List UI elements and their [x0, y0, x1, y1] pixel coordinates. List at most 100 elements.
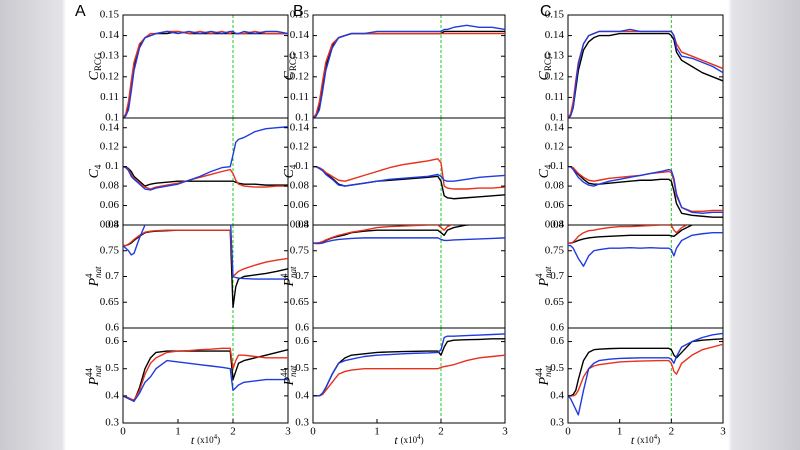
series-line [123, 126, 288, 191]
y-tick-label: 0.6 [105, 335, 119, 347]
y-label-sub: nat [543, 365, 553, 377]
series-line [123, 30, 288, 118]
plot-area [122, 327, 289, 424]
series-line [123, 165, 288, 187]
series-line [568, 332, 723, 416]
x-tick-label: 2 [230, 426, 236, 438]
y-tick-label: 0.8 [105, 219, 119, 231]
y-tick-label: 0.5 [295, 362, 309, 374]
y-axis-label: P44nat [534, 365, 553, 387]
y-tick-label: 0.6 [295, 322, 309, 334]
y-tick-label: 0.08 [290, 180, 310, 192]
y-label-sub: 4 [93, 164, 103, 169]
y-tick-label: 0.75 [290, 244, 310, 256]
series-line [313, 225, 454, 244]
plot-area [122, 14, 289, 119]
x-label-close: ) [657, 435, 660, 445]
y-label-sub: RCG [543, 52, 553, 71]
y-tick-label: 0.11 [545, 91, 564, 103]
x-label-close: ) [421, 435, 424, 445]
y-tick-label: 0.6 [295, 335, 309, 347]
x-tick-label: 1 [175, 426, 181, 438]
y-label-main: C [282, 70, 297, 80]
series-line [313, 32, 505, 118]
y-tick-label: 0.14 [100, 29, 120, 41]
series-line [313, 158, 505, 190]
y-label-main: P [87, 278, 102, 288]
y-tick-label: 0.11 [290, 91, 309, 103]
y-tick-label: 0.3 [295, 417, 309, 429]
x-label-exp: 4 [417, 433, 421, 441]
series-line [123, 30, 288, 118]
y-label-sub: RCG [288, 52, 298, 71]
y-tick-label: 0.7 [550, 270, 564, 282]
y-label-sup: 44 [534, 367, 544, 377]
series-line [568, 225, 695, 244]
series-line [313, 165, 505, 187]
y-axis-label: CRCG [537, 52, 553, 80]
x-tick-label: 2 [438, 426, 444, 438]
y-label-sup: 4 [279, 273, 289, 278]
y-tick-label: 0.4 [550, 389, 564, 401]
y-tick-label: 0.12 [290, 141, 309, 153]
y-label-sup: 4 [534, 273, 544, 278]
y-tick-label: 0.65 [100, 296, 120, 308]
series-line [568, 338, 723, 397]
y-tick-label: 0.12 [545, 141, 564, 153]
x-tick-label: 0 [120, 426, 126, 438]
y-axis-label: P44nat [279, 365, 298, 387]
y-tick-label: 0.3 [550, 417, 564, 429]
series-line [313, 338, 505, 397]
x-label-exp: 4 [654, 433, 658, 441]
plot-area [312, 117, 506, 226]
y-tick-label: 0.75 [100, 244, 120, 256]
y-axis-label: P4nat [84, 266, 103, 288]
series-line [568, 32, 723, 118]
y-tick-label: 0.8 [550, 219, 564, 231]
series-line [313, 237, 505, 245]
y-label-sub: 4 [543, 164, 553, 169]
y-label-sub: nat [93, 266, 103, 278]
y-tick-label: 0.11 [100, 91, 119, 103]
y-label-sub: RCG [93, 52, 103, 71]
panel-letter: B [293, 3, 304, 20]
series-line [313, 30, 505, 118]
y-label-main: C [282, 168, 297, 178]
y-label-sup: 44 [84, 367, 94, 377]
y-axis-label: P4nat [534, 266, 553, 288]
y-tick-label: 0.7 [105, 270, 119, 282]
x-tick-label: 3 [285, 426, 291, 438]
x-axis-label: t (x104) [394, 433, 423, 447]
x-label-var: t [191, 433, 195, 447]
y-label-main: C [87, 70, 102, 80]
y-tick-label: 0.5 [550, 362, 564, 374]
y-tick-label: 0.14 [545, 29, 565, 41]
y-label-main: C [537, 70, 552, 80]
y-tick-label: 0.1 [105, 112, 119, 124]
series-line [313, 24, 505, 118]
y-tick-label: 0.15 [545, 9, 565, 21]
y-axis-label: C4 [537, 164, 553, 178]
x-tick-label: 1 [374, 426, 380, 438]
x-label-exp: 4 [214, 433, 218, 441]
plot-area [567, 224, 724, 329]
series-line [313, 165, 505, 200]
y-tick-label: 0.06 [290, 199, 310, 211]
y-tick-label: 0.65 [545, 296, 565, 308]
y-tick-label: 0.13 [290, 50, 310, 62]
y-tick-label: 0.08 [545, 180, 565, 192]
y-tick-label: 0.6 [550, 322, 564, 334]
y-tick-label: 0.1 [295, 160, 309, 172]
y-label-sup: 44 [279, 367, 289, 377]
y-tick-label: 0.75 [545, 244, 565, 256]
y-tick-label: 0.12 [290, 70, 309, 82]
y-tick-label: 0.08 [100, 180, 120, 192]
plot-area [312, 14, 506, 119]
y-tick-label: 0.15 [290, 9, 310, 21]
x-label-var: t [394, 433, 398, 447]
x-tick-label: 3 [720, 426, 726, 438]
y-tick-label: 0.3 [105, 417, 119, 429]
y-tick-label: 0.1 [550, 112, 564, 124]
plot-area [312, 224, 506, 329]
